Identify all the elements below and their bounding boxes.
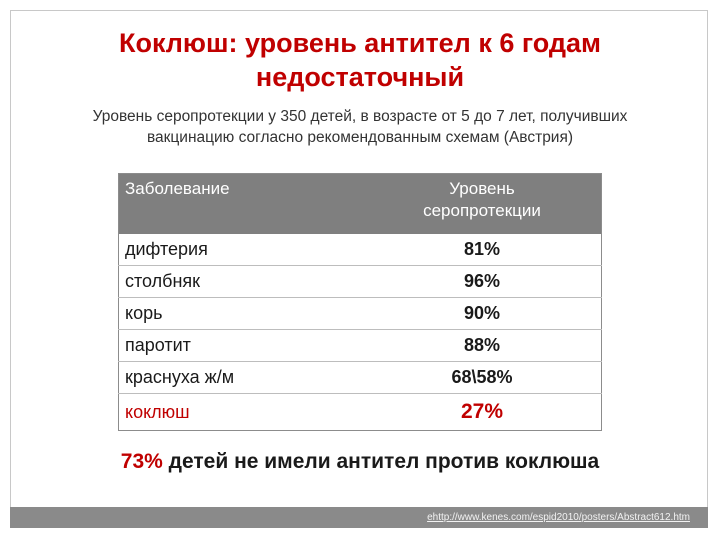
table-header-row: Заболевание Уровень серопротекции xyxy=(118,173,602,234)
header-level-line-2: серопротекции xyxy=(423,201,541,220)
subtitle-line-2: вакцинацию согласно рекомендованным схем… xyxy=(146,129,574,146)
header-disease: Заболевание xyxy=(118,173,363,234)
conclusion-rest: детей не имели антител против коклюша xyxy=(162,450,600,473)
title-line-1: Коклюш: уровень антител к 6 годам xyxy=(118,28,602,58)
slide-title: Коклюш: уровень антител к 6 годам недост… xyxy=(20,26,700,94)
header-level-line-1: Уровень xyxy=(449,179,515,198)
row-disease: столбняк xyxy=(118,265,363,298)
table-row: корь 90% xyxy=(118,297,602,330)
seroprotection-table: Заболевание Уровень серопротекции дифтер… xyxy=(118,173,602,431)
footer-bar: ehttp://www.kenes.com/espid2010/posters/… xyxy=(10,507,708,528)
table-row: краснуха ж/м 68\58% xyxy=(118,361,602,394)
row-value: 68\58% xyxy=(363,361,602,394)
row-disease: дифтерия xyxy=(118,234,363,266)
row-disease: корь xyxy=(118,297,363,330)
source-link[interactable]: ehttp://www.kenes.com/espid2010/posters/… xyxy=(427,512,690,523)
slide-subtitle: Уровень серопротекции у 350 детей, в воз… xyxy=(20,106,700,148)
row-value: 27% xyxy=(460,400,504,423)
title-line-2: недостаточный xyxy=(255,62,465,92)
row-disease: паротит xyxy=(118,329,363,362)
row-disease: коклюш xyxy=(125,401,190,422)
conclusion-highlight: 73% xyxy=(120,450,163,473)
row-value: 96% xyxy=(363,265,602,298)
header-level: Уровень серопротекции xyxy=(363,173,602,234)
row-disease: краснуха ж/м xyxy=(118,361,363,394)
table-row: паротит 88% xyxy=(118,329,602,362)
conclusion-text: 73% детей не имели антител против коклюш… xyxy=(20,450,700,474)
table-row: дифтерия 81% xyxy=(118,234,602,266)
table-row-highlight: коклюш 27% xyxy=(119,394,602,431)
table-row: столбняк 96% xyxy=(118,265,602,298)
row-value: 88% xyxy=(363,329,602,362)
row-value: 81% xyxy=(363,234,602,266)
subtitle-line-1: Уровень серопротекции у 350 детей, в воз… xyxy=(92,108,628,125)
row-value: 90% xyxy=(363,297,602,330)
